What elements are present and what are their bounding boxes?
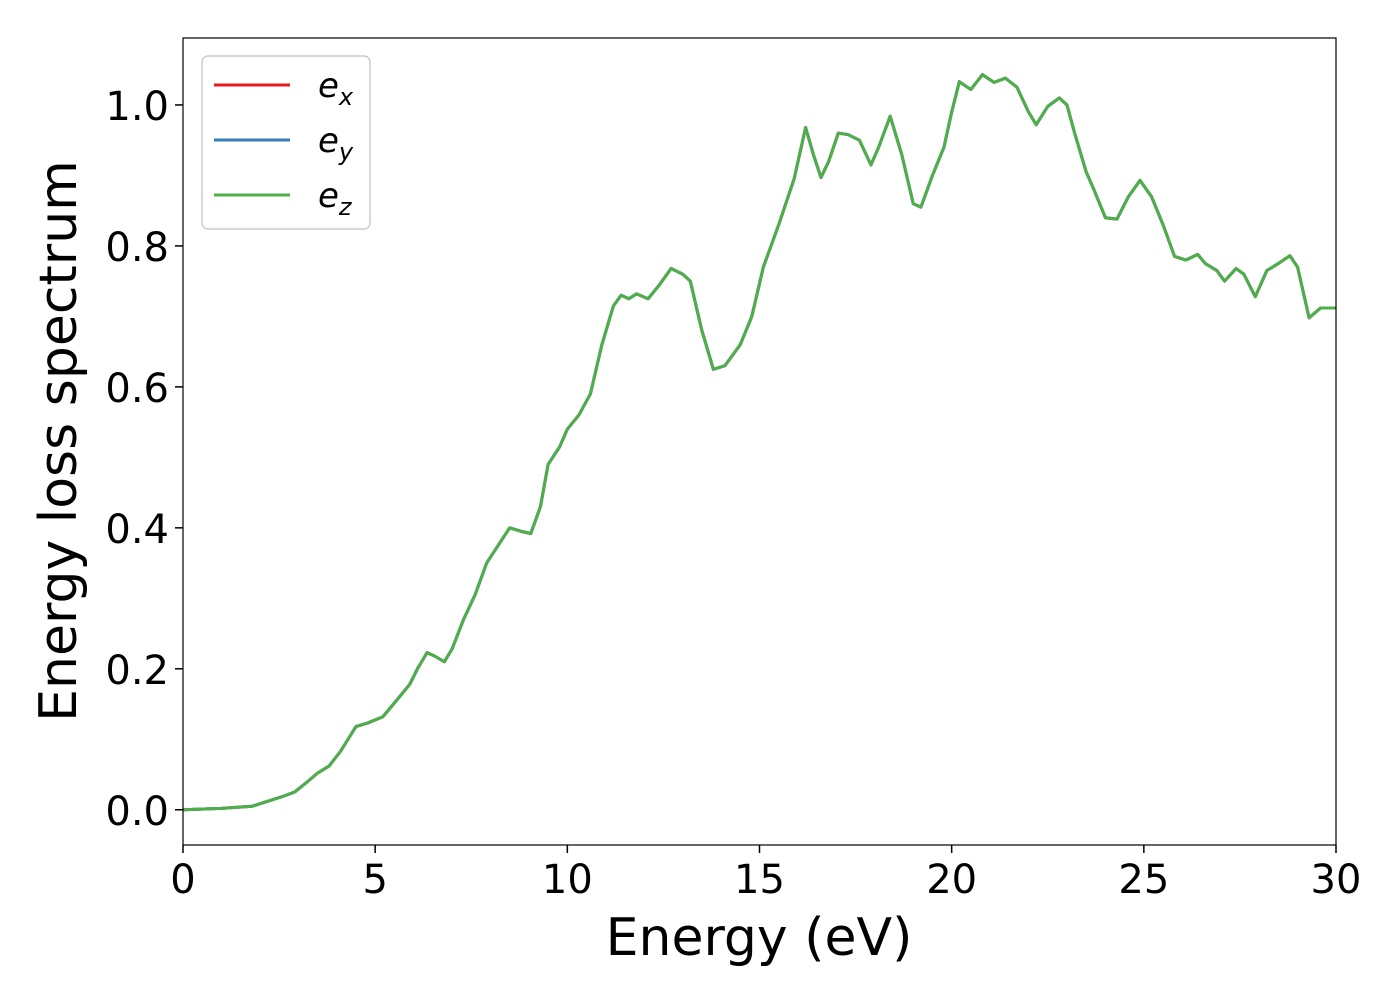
y-tick-label: 0.6	[105, 366, 169, 412]
legend-box	[201, 55, 371, 230]
x-tick-label: 15	[734, 857, 785, 903]
plot-frame	[182, 37, 1337, 846]
legend-label: ez	[318, 176, 353, 221]
legend-label: ey	[318, 121, 354, 166]
x-tick-label: 20	[926, 857, 977, 903]
legend-label: ex	[318, 66, 354, 111]
y-tick-label: 0.2	[105, 648, 169, 694]
y-axis-label: Energy loss spectrum	[29, 160, 89, 722]
line-series	[182, 73, 1336, 812]
x-tick-label: 10	[542, 857, 593, 903]
x-tick-label: 25	[1118, 857, 1169, 903]
x-tick-label: 30	[1311, 857, 1362, 903]
x-tick-label: 0	[170, 857, 195, 903]
x-axis-label: Energy (eV)	[606, 908, 913, 968]
y-tick-label: 0.8	[105, 225, 169, 271]
x-tick-label: 5	[362, 857, 387, 903]
y-tick-label: 0.4	[105, 507, 169, 553]
y-tick-label: 1.0	[105, 84, 169, 130]
y-tick-label: 0.0	[105, 789, 169, 835]
